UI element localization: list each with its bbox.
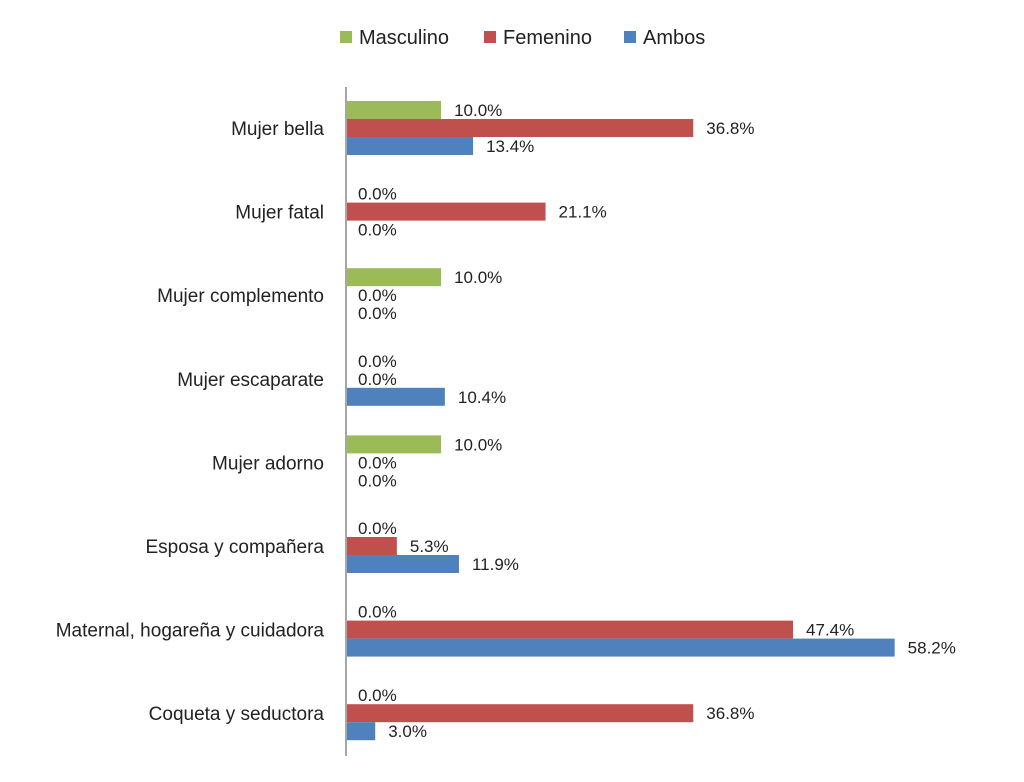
- bar-femenino: [347, 620, 794, 639]
- data-label: 0.0%: [358, 519, 397, 538]
- bars: 10.0%36.8%13.4%0.0%21.1%0.0%10.0%0.0%0.0…: [347, 101, 956, 741]
- legend-swatch: [484, 31, 496, 43]
- data-label: 10.0%: [454, 268, 502, 287]
- bar-ambos: [347, 555, 459, 573]
- bar-femenino: [347, 202, 546, 221]
- category-labels: Mujer bella Mujer fatal Mujer complemento M…: [56, 119, 325, 725]
- bar-masculino: [347, 435, 442, 454]
- data-label: 0.0%: [358, 453, 397, 472]
- data-label: 36.8%: [706, 119, 754, 138]
- legend-label: Masculino: [359, 27, 449, 49]
- category-label: Mujer bella: [231, 119, 324, 140]
- data-label: 0.0%: [358, 185, 397, 204]
- data-label: 58.2%: [908, 639, 956, 658]
- category-label: Mujer fatal: [235, 203, 324, 224]
- data-label: 0.0%: [358, 304, 397, 323]
- bar-ambos: [347, 137, 474, 155]
- data-label: 0.0%: [358, 352, 397, 371]
- category-label: Mujer complemento: [157, 286, 324, 307]
- data-label: 0.0%: [358, 286, 397, 305]
- legend-swatch: [340, 31, 352, 43]
- data-label: 47.4%: [806, 621, 854, 640]
- legend-item-ambos: Ambos: [624, 27, 705, 49]
- data-label: 13.4%: [486, 137, 534, 156]
- legend-label: Femenino: [503, 27, 592, 49]
- legend-item-femenino: Femenino: [484, 27, 592, 49]
- category-label: Mujer escaparate: [177, 370, 324, 391]
- legend-item-masculino: Masculino: [340, 27, 449, 49]
- bar-femenino: [347, 537, 397, 555]
- data-label: 21.1%: [559, 203, 607, 222]
- bar-ambos: [347, 387, 445, 406]
- bar-femenino: [347, 119, 694, 137]
- legend-label: Ambos: [643, 27, 705, 49]
- bar-masculino: [347, 101, 442, 119]
- data-label: 0.0%: [358, 686, 397, 705]
- data-label: 0.0%: [358, 370, 397, 389]
- bar-ambos: [347, 722, 376, 741]
- category-label: Maternal, hogareña y cuidadora: [56, 621, 325, 642]
- data-label: 3.0%: [388, 722, 427, 741]
- data-label: 11.9%: [472, 555, 519, 574]
- bar-ambos: [347, 638, 895, 657]
- data-label: 10.4%: [458, 388, 506, 407]
- data-label: 0.0%: [358, 221, 397, 240]
- category-label: Esposa y compañera: [146, 537, 325, 558]
- category-label: Mujer adorno: [212, 453, 324, 474]
- data-label: 0.0%: [358, 603, 397, 622]
- bar-femenino: [347, 704, 694, 723]
- data-label: 10.0%: [454, 101, 502, 120]
- legend: Masculino Femenino Ambos: [340, 27, 705, 49]
- data-label: 0.0%: [358, 471, 397, 490]
- legend-swatch: [624, 31, 636, 43]
- bar-masculino: [347, 268, 442, 287]
- category-label: Coqueta y seductora: [149, 704, 325, 725]
- data-label: 5.3%: [410, 537, 449, 556]
- data-label: 10.0%: [454, 435, 502, 454]
- data-label: 36.8%: [706, 704, 754, 723]
